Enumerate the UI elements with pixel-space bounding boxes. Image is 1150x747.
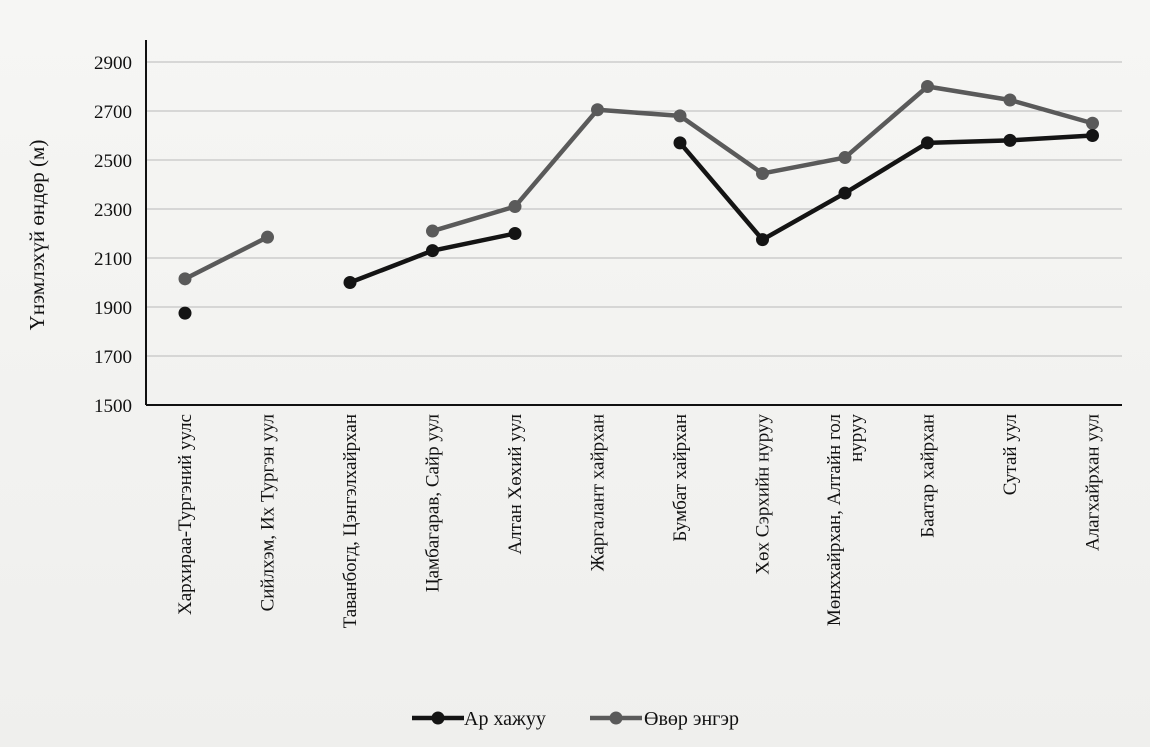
data-point — [426, 224, 439, 238]
y-tick-label: 2100 — [94, 249, 132, 270]
series-line — [678, 133, 1093, 242]
x-category-label: Мөнххайрхан, Алтайн гол — [824, 413, 845, 626]
data-point — [1086, 129, 1099, 142]
data-point — [261, 230, 274, 244]
data-point — [178, 272, 192, 286]
y-tick-label: 2300 — [94, 200, 132, 221]
data-point — [1086, 116, 1099, 130]
x-category-label: Сийлхэм, Их Тургэн уул — [258, 413, 279, 611]
category-labels: Хархираа-Тургэний уулс Сийлхэм, Их Тургэн… — [175, 413, 1104, 628]
data-point — [921, 80, 934, 93]
data-point — [178, 306, 192, 320]
data-point — [508, 200, 522, 214]
x-category-label: Алагхайрхан уул — [1083, 413, 1104, 551]
series-lines — [178, 80, 1099, 320]
series-1 — [178, 80, 1099, 286]
legend-label: Өвөр энгэр — [644, 708, 739, 730]
data-point — [426, 244, 439, 258]
axes — [145, 40, 1122, 406]
data-point — [673, 109, 687, 123]
x-category-label: Сутай уул — [1000, 413, 1021, 495]
data-point — [838, 186, 852, 200]
y-tick-label: 1900 — [94, 298, 132, 319]
data-point — [591, 103, 604, 117]
series-line — [183, 235, 269, 281]
y-tick-label: 2700 — [94, 102, 132, 123]
x-category-label: Цамбагарав, Сайр уул — [423, 413, 444, 592]
x-category-label: Алтан Хөхий уул — [505, 413, 526, 554]
y-tick-label: 2900 — [94, 53, 132, 74]
x-category-label: нуруу — [846, 414, 867, 462]
legend-swatch-marker — [431, 711, 445, 725]
data-point — [343, 276, 357, 289]
x-category-label: Баатар хайрхан — [918, 414, 939, 538]
y-axis-label: Үнэмлэхүй өндөр (м) — [25, 140, 49, 331]
x-category-label: Хөх Сэрхийн нуруу — [753, 414, 774, 575]
data-point — [756, 233, 769, 247]
data-point — [673, 136, 687, 150]
x-category-label: Таванбогд, Цэнгэлхайрхан — [340, 414, 361, 628]
y-tick-labels: 1500 1700 1900 2100 2300 2500 2700 2900 — [94, 53, 132, 417]
data-point — [921, 136, 934, 150]
legend-label: Ар хажуу — [464, 708, 546, 730]
y-tick-label: 2500 — [94, 151, 132, 172]
gridlines — [146, 61, 1122, 357]
legend: Ар хажуу Өвөр энгэр — [412, 708, 739, 730]
data-point — [838, 151, 852, 165]
x-category-label: Жаргалант хайрхан — [588, 414, 609, 571]
data-point — [1003, 93, 1017, 107]
data-point — [756, 166, 769, 180]
series-0 — [178, 129, 1099, 320]
y-tick-label: 1700 — [94, 347, 132, 368]
y-tick-label: 1500 — [94, 396, 132, 417]
data-point — [508, 227, 522, 240]
data-point — [1003, 133, 1017, 147]
x-category-label: Бумбат хайрхан — [670, 414, 691, 542]
legend-swatch-marker — [609, 711, 623, 725]
x-category-label: Хархираа-Тургэний уулс — [175, 414, 196, 615]
